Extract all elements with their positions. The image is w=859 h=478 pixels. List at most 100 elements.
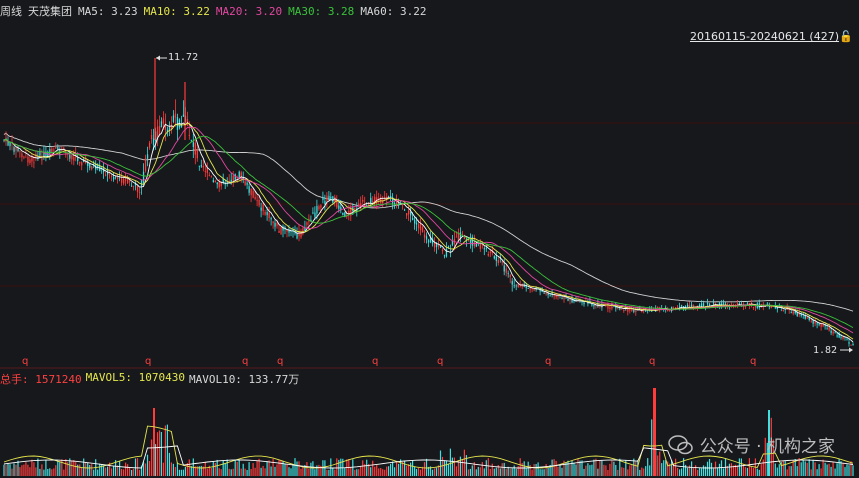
volume-bar	[162, 462, 164, 476]
volume-bar	[131, 470, 133, 476]
candle-body	[615, 306, 617, 309]
volume-bar	[69, 458, 71, 476]
volume-bar	[111, 468, 113, 476]
volume-bar	[146, 454, 149, 476]
volume-bar	[144, 463, 147, 476]
candle-body	[457, 232, 460, 241]
volume-bar	[529, 465, 531, 476]
volume-bar	[615, 465, 617, 476]
volume-bar	[57, 460, 59, 476]
candle-body	[396, 201, 398, 206]
high-price-label: 11.72	[168, 52, 199, 63]
volume-bar	[720, 460, 723, 476]
volume-bar	[595, 458, 597, 476]
candle-body	[563, 295, 565, 300]
volume-bar	[778, 464, 780, 476]
volume-bar	[212, 461, 214, 476]
candle-body	[605, 303, 607, 305]
candle-body	[264, 212, 266, 215]
candle-body	[274, 222, 276, 227]
candle-body	[645, 310, 647, 312]
watermark: 公众号 · 机构之家	[668, 432, 835, 457]
volume-bar	[394, 467, 396, 476]
volume-bar	[164, 425, 166, 476]
volume-bar	[475, 469, 477, 476]
volume-bar	[35, 467, 37, 476]
volume-bar	[198, 466, 200, 476]
candle-body	[266, 212, 268, 216]
volume-bar	[282, 460, 284, 476]
volume-bar	[242, 463, 244, 476]
volume-bar	[619, 458, 621, 476]
candle-body	[362, 199, 364, 202]
candle-body	[364, 203, 366, 206]
volume-bar	[33, 462, 35, 476]
volume-bar	[11, 468, 13, 476]
candle-body	[132, 185, 135, 187]
lock-icon[interactable]: 🔓	[839, 30, 853, 43]
volume-bar	[499, 468, 501, 476]
volume-bar	[527, 461, 529, 476]
candle-body	[469, 239, 472, 243]
candle-body	[485, 248, 487, 250]
volume-bar	[441, 456, 444, 476]
volume-bar	[121, 469, 123, 476]
volume-bar	[599, 460, 601, 476]
volume-bar	[796, 466, 798, 476]
candle-body	[505, 268, 507, 273]
candle-body	[691, 304, 693, 309]
candle-body	[348, 210, 350, 215]
volume-bar	[790, 466, 792, 476]
volume-bar	[270, 466, 272, 476]
volume-bar	[17, 460, 19, 476]
volume-bar	[722, 468, 725, 476]
candle-body	[689, 305, 691, 309]
volume-bar	[834, 468, 836, 476]
volume-bar	[493, 468, 495, 476]
volume-bar	[521, 463, 523, 476]
candle-body	[639, 307, 641, 310]
candle-body	[162, 118, 165, 124]
candle-body	[57, 147, 59, 151]
candle-body	[168, 127, 171, 131]
candle-body	[611, 305, 613, 309]
watermark-text: 公众号 · 机构之家	[699, 437, 835, 457]
candle-body	[256, 199, 258, 201]
volume-bar	[631, 464, 633, 476]
volume-bar	[232, 468, 234, 476]
candle-body	[415, 222, 418, 225]
candle-body	[621, 306, 623, 308]
candle-body	[497, 260, 499, 263]
period-label[interactable]: 周线	[0, 5, 22, 18]
candle-body	[790, 312, 792, 313]
candle-body	[669, 310, 671, 311]
volume-bar	[182, 469, 184, 476]
candle-body	[268, 213, 270, 218]
volume-bar	[812, 459, 814, 476]
candle-body	[776, 307, 778, 309]
candle-body	[166, 129, 169, 133]
volume-bar	[262, 465, 264, 476]
candle-body	[818, 323, 820, 325]
volume-bar	[286, 464, 288, 476]
volume-bar	[190, 466, 192, 476]
candle-body	[79, 161, 81, 164]
q-marker: q	[242, 356, 248, 367]
candle-body	[533, 289, 535, 291]
date-range-label[interactable]: 20160115-20240621 (427)	[689, 30, 839, 43]
chart-grid	[0, 122, 859, 369]
volume-bar	[154, 444, 157, 476]
candle-body	[123, 178, 125, 184]
candle-body	[121, 178, 123, 183]
volume-bar	[551, 459, 553, 476]
volume-bar	[716, 467, 719, 476]
low-price-label: 1.82	[813, 345, 838, 356]
candle-body	[461, 234, 464, 236]
volume-bar	[776, 467, 778, 476]
volume-bar	[210, 468, 212, 476]
volume-bar	[178, 469, 180, 476]
candle-body	[117, 177, 119, 180]
candle-body	[473, 237, 475, 247]
